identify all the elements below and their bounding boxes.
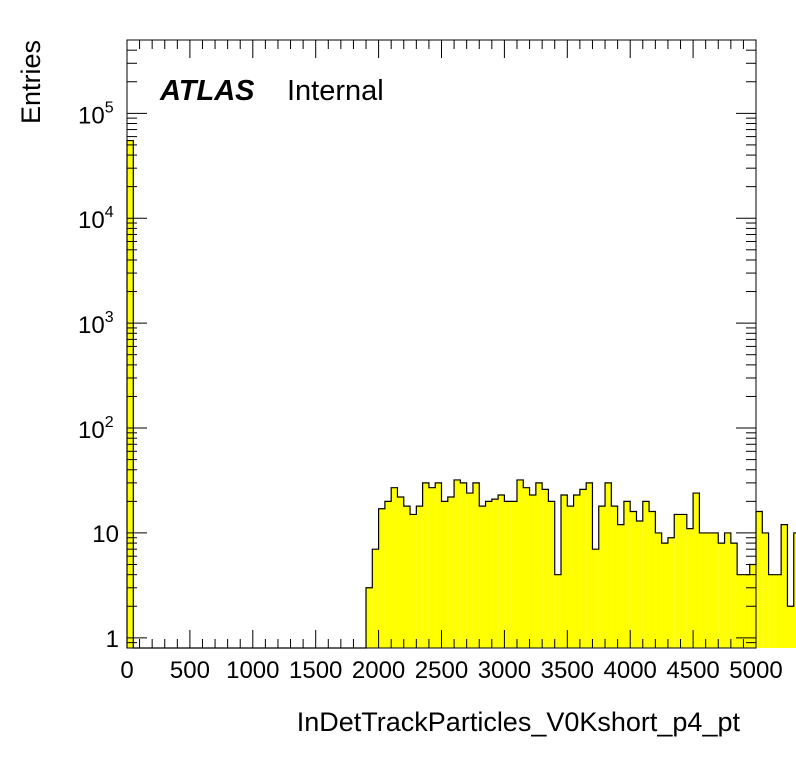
x-tick-label: 3500	[541, 657, 594, 684]
histogram-bin	[372, 549, 379, 648]
histogram-bin	[680, 514, 687, 648]
x-tick-label: 1000	[226, 657, 279, 684]
histogram-bin	[655, 532, 662, 648]
x-tick-label: 2500	[415, 657, 468, 684]
y-tick-label: 104	[78, 204, 114, 234]
histogram-bin	[743, 574, 750, 648]
histogram-bin	[762, 532, 769, 648]
histogram-bin	[454, 479, 461, 648]
histogram-bin	[491, 499, 499, 648]
histogram-bin	[447, 497, 455, 648]
atlas-label: ATLAS	[159, 75, 255, 107]
y-tick-label: 1	[106, 626, 119, 653]
histogram-bin	[403, 506, 411, 648]
histogram-bin	[605, 482, 612, 648]
histogram-bin	[567, 506, 574, 648]
x-tick-label: 0	[120, 657, 133, 684]
x-tick-label: 3000	[478, 657, 531, 684]
histogram-bin	[127, 140, 134, 648]
x-tick-label: 2000	[352, 657, 405, 684]
histogram-bin	[674, 514, 681, 648]
histogram-bin	[472, 482, 480, 648]
histogram-bin	[498, 494, 505, 648]
histogram-bin	[542, 489, 549, 648]
y-axis-title: Entries	[16, 40, 46, 124]
histogram-bin	[485, 501, 492, 648]
y-tick-label: 105	[78, 99, 114, 129]
histogram-bin	[529, 494, 536, 648]
histogram-bin	[737, 574, 744, 648]
histogram-bin	[391, 487, 398, 648]
histogram-bin	[586, 482, 593, 648]
y-tick-label: 102	[78, 414, 114, 444]
tick-labels: 0 500 1000 1500 2000 2500 3000 3500 4000 4500 5000…	[78, 99, 783, 684]
histogram-bin	[466, 493, 473, 648]
x-tick-label: 1500	[289, 657, 342, 684]
histogram-bin	[428, 487, 436, 648]
y-tick-label: 103	[78, 309, 114, 339]
histogram-bin	[623, 501, 631, 648]
histogram-bin	[573, 494, 580, 648]
histogram-bin	[384, 501, 392, 648]
x-tick-label: 4500	[666, 657, 719, 684]
histogram-bin	[535, 482, 543, 648]
histogram-bin	[548, 501, 555, 648]
histogram-bin	[416, 506, 423, 648]
histogram-bin	[422, 482, 429, 648]
histogram-bin	[686, 528, 694, 648]
y-tick-label: 10	[92, 521, 119, 548]
histogram-bin	[504, 501, 511, 648]
histogram-bin	[636, 520, 643, 648]
histogram-bin	[479, 506, 486, 648]
histogram-bin	[410, 514, 417, 648]
histogram-bin	[378, 508, 385, 648]
histogram-bin	[718, 543, 725, 648]
histogram-bin	[617, 524, 624, 648]
histogram-bin	[516, 479, 524, 648]
histogram-bin	[598, 506, 606, 648]
x-tick-label: 5000	[729, 657, 782, 684]
histogram-bin	[510, 501, 517, 648]
histogram-bin	[630, 511, 637, 648]
histogram-bin	[774, 574, 782, 648]
histogram-bin	[711, 532, 719, 648]
histogram-bin	[730, 543, 738, 648]
axis-ticks	[126, 39, 757, 649]
histogram-bin	[460, 482, 467, 648]
plot-frame	[126, 39, 757, 649]
histogram-bin	[441, 501, 448, 648]
histogram-bin	[649, 511, 656, 648]
histogram-bin	[724, 532, 731, 648]
x-axis-title: InDetTrackParticles_V0Kshort_p4_pt	[297, 707, 741, 737]
histogram-bin	[787, 606, 794, 648]
histogram-bars	[126, 139, 796, 649]
histogram-bin	[667, 537, 675, 648]
x-tick-label: 4000	[604, 657, 657, 684]
histogram-bin	[561, 494, 568, 648]
histogram-bin	[661, 543, 668, 648]
internal-label: Internal	[287, 75, 384, 107]
histogram-bin	[705, 532, 712, 648]
histogram-bin	[592, 549, 599, 648]
histogram-bin	[768, 574, 775, 648]
histogram-bin	[756, 511, 763, 648]
histogram-bin	[699, 532, 706, 648]
histogram-bin	[366, 587, 373, 648]
histogram-bin	[435, 482, 442, 648]
histogram-bin	[793, 532, 796, 648]
histogram-bin	[611, 506, 618, 648]
histogram-bin	[642, 501, 650, 648]
histogram-bin	[523, 487, 530, 648]
x-tick-label: 500	[170, 657, 210, 684]
histogram-bin	[693, 493, 700, 648]
histogram-bin	[579, 489, 587, 648]
histogram-bin	[554, 574, 562, 648]
histogram-bin	[397, 497, 404, 648]
histogram-bin	[781, 524, 788, 648]
